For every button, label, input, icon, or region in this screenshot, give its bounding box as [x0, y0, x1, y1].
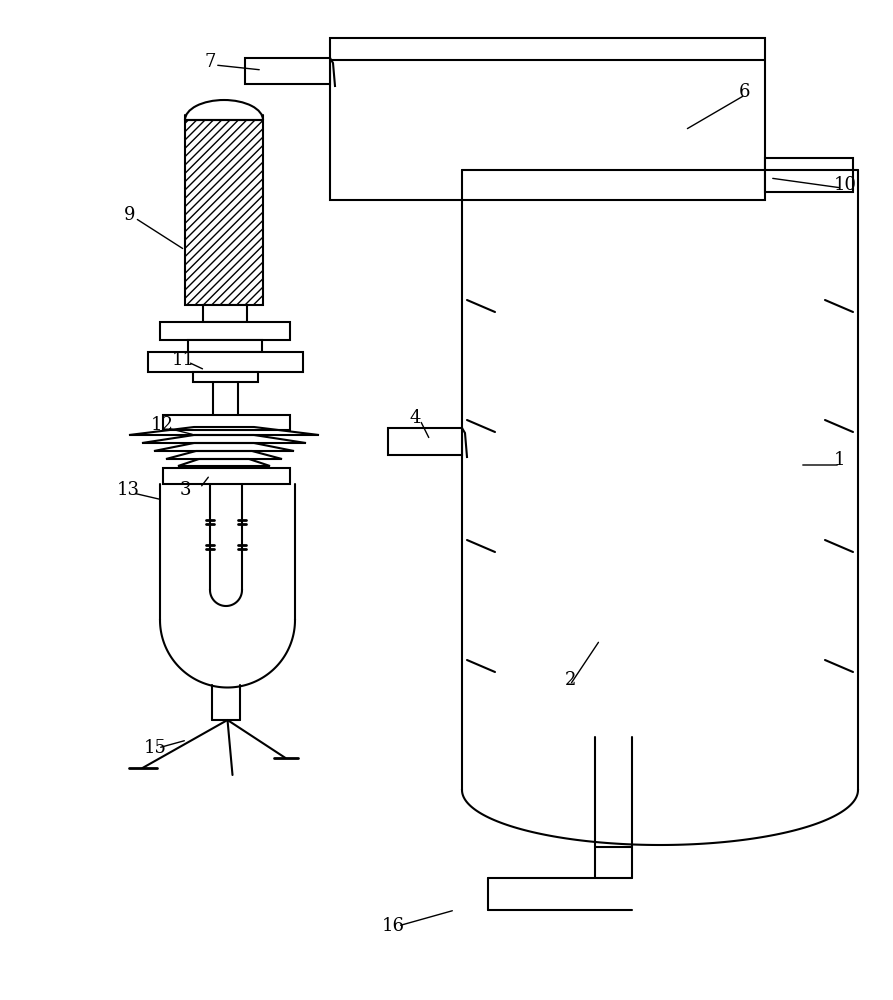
- Text: 16: 16: [381, 917, 405, 935]
- Text: 11: 11: [171, 351, 195, 369]
- Bar: [188, 340, 262, 352]
- Bar: [388, 428, 462, 455]
- Text: 4: 4: [409, 409, 421, 427]
- Text: 10: 10: [833, 176, 856, 194]
- Text: 1: 1: [834, 451, 846, 469]
- Text: 12: 12: [151, 416, 173, 434]
- Text: 9: 9: [124, 206, 136, 224]
- Bar: [765, 158, 853, 192]
- Bar: [160, 322, 290, 340]
- Text: 7: 7: [204, 53, 216, 71]
- Bar: [185, 120, 263, 305]
- Text: 13: 13: [116, 481, 139, 499]
- Text: 3: 3: [179, 481, 191, 499]
- Bar: [163, 415, 290, 430]
- Bar: [330, 38, 765, 200]
- Text: 15: 15: [144, 739, 166, 757]
- Bar: [245, 58, 330, 84]
- Bar: [148, 352, 303, 372]
- Text: 2: 2: [564, 671, 576, 689]
- Bar: [163, 468, 290, 484]
- Bar: [193, 372, 258, 382]
- Text: 6: 6: [739, 83, 751, 101]
- Bar: [203, 305, 247, 322]
